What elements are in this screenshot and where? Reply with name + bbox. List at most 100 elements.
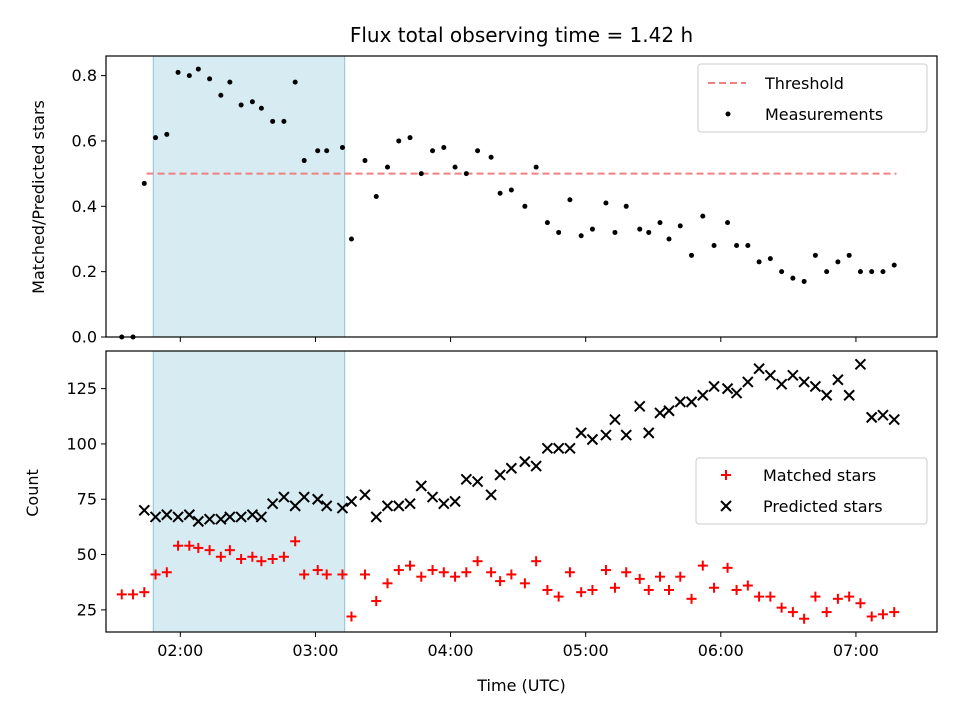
measurement-point	[195, 66, 201, 72]
measurement-point	[578, 233, 584, 239]
measurement-point	[857, 269, 863, 275]
matched-star-marker	[184, 540, 195, 551]
matched-star-marker	[278, 551, 289, 562]
predicted-star-marker-b	[359, 489, 371, 501]
legend-threshold-label: Threshold	[764, 74, 844, 93]
measurement-point	[756, 259, 762, 265]
bottom-y-tick-label: 25	[77, 600, 97, 619]
matched-star-marker	[256, 556, 267, 567]
top-y-tick-label: 0.2	[72, 262, 97, 281]
matched-star-marker	[461, 567, 472, 578]
bottom-plot-frame	[105, 350, 938, 633]
matched-star-marker	[553, 591, 564, 602]
measurement-point	[301, 158, 307, 164]
predicted-star-marker	[255, 511, 268, 523]
predicted-star-marker-b	[138, 504, 150, 517]
bottom-legend: Matched stars Predicted stars	[695, 457, 928, 525]
bottom-y-tick-label: 75	[77, 490, 97, 509]
predicted-star-marker	[161, 509, 173, 521]
predicted-star-marker	[438, 497, 450, 510]
matched-star-marker	[290, 536, 301, 547]
measurement-point	[734, 243, 740, 249]
measurement-point	[790, 275, 796, 281]
predicted-star-marker-b	[654, 407, 666, 419]
measurement-point	[880, 269, 886, 275]
predicted-star-marker-b	[203, 513, 216, 525]
measurement-point	[522, 203, 528, 209]
predicted-star-marker-b	[552, 442, 565, 455]
measurement-point	[508, 187, 514, 193]
predicted-star-marker-b	[620, 429, 632, 441]
top-chart-title: Flux total observing time = 1.42 h	[350, 23, 693, 47]
bottom-x-tick-label: 04:00	[428, 641, 474, 660]
predicted-star-marker	[311, 493, 324, 505]
predicted-star-marker-b	[742, 376, 754, 388]
measurement-point	[258, 105, 264, 111]
predicted-star-marker	[203, 513, 216, 525]
predicted-star-marker	[854, 358, 867, 370]
predicted-star-marker-b	[289, 500, 301, 512]
predicted-star-marker	[552, 442, 565, 455]
predicted-star-marker	[449, 495, 461, 508]
measurement-point	[362, 158, 368, 164]
predicted-star-marker	[685, 396, 698, 408]
matched-star-marker	[564, 567, 575, 578]
measurement-point	[441, 144, 447, 150]
measurement-point	[567, 197, 573, 203]
predicted-star-marker	[370, 511, 382, 523]
predicted-star-marker	[654, 407, 666, 419]
matched-star-marker	[810, 591, 821, 602]
top-shaded-region	[153, 56, 345, 337]
measurement-point	[164, 131, 170, 137]
predicted-star-marker	[663, 405, 675, 417]
matched-star-marker	[765, 591, 776, 602]
predicted-star-marker	[404, 497, 416, 510]
legend-matched-label: Matched stars	[763, 466, 876, 485]
measurement-point	[533, 164, 539, 170]
predicted-star-marker-b	[843, 389, 855, 401]
predicted-star-marker	[674, 396, 686, 408]
predicted-star-marker	[320, 500, 333, 512]
matched-star-marker	[359, 569, 370, 580]
measurement-point	[281, 118, 287, 124]
measurement-point	[315, 148, 321, 154]
predicted-star-marker	[541, 442, 554, 455]
matched-star-marker	[299, 569, 310, 580]
matched-star-marker	[609, 582, 620, 593]
predicted-star-marker-b	[460, 473, 473, 486]
predicted-star-marker	[697, 389, 709, 401]
predicted-star-marker	[505, 462, 518, 474]
predicted-star-marker-b	[530, 460, 542, 472]
x-axis-label: Time (UTC)	[476, 676, 565, 695]
predicted-star-marker	[215, 513, 227, 525]
matched-star-marker	[193, 542, 204, 553]
predicted-star-marker-b	[224, 511, 236, 523]
measurement-point	[186, 73, 192, 79]
predicted-star-marker-b	[393, 500, 405, 512]
matched-star-marker	[427, 565, 438, 576]
predicted-star-marker	[877, 409, 889, 421]
legend-measurements-label: Measurements	[765, 105, 883, 124]
measurement-point	[824, 269, 830, 275]
predicted-star-marker-b	[730, 387, 743, 399]
predicted-star-marker	[775, 378, 788, 390]
predicted-star-marker-b	[888, 413, 900, 426]
legend-measurements-swatch	[725, 111, 731, 117]
matched-star-marker	[531, 556, 542, 567]
measurement-point	[544, 220, 550, 226]
predicted-star-marker	[643, 427, 655, 439]
predicted-star-marker-b	[753, 362, 765, 375]
measurement-point	[603, 200, 609, 206]
predicted-star-marker-b	[809, 380, 822, 393]
predicted-star-marker-b	[172, 511, 184, 523]
predicted-star-marker-b	[575, 427, 587, 439]
predicted-star-marker-b	[600, 429, 612, 441]
predicted-star-marker-b	[370, 511, 382, 523]
matched-star-marker	[236, 553, 247, 564]
predicted-star-marker-b	[471, 475, 484, 488]
measurement-point	[725, 220, 731, 226]
matched-star-marker	[621, 567, 632, 578]
predicted-star-marker	[787, 369, 799, 382]
predicted-star-marker-b	[485, 489, 497, 501]
